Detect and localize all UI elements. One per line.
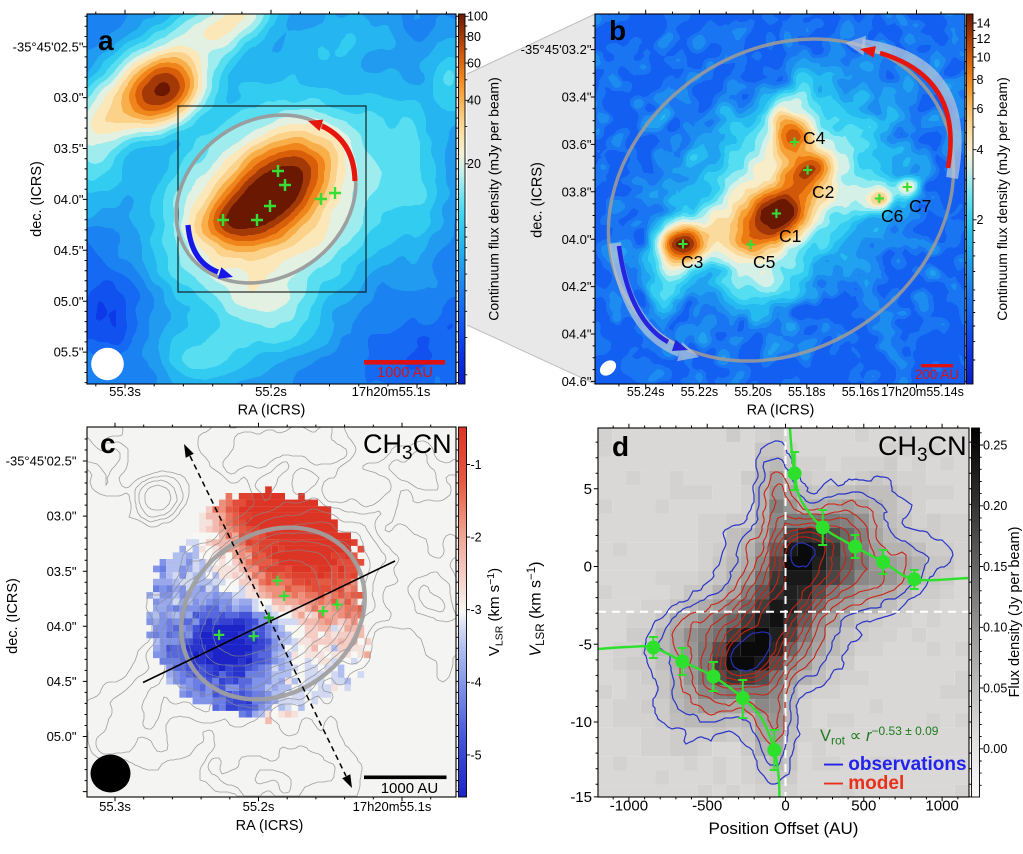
svg-text:dec. (ICRS): dec. (ICRS) (5, 578, 21, 654)
svg-text:0.10: 0.10 (983, 621, 1007, 635)
svg-text:05.0": 05.0" (54, 294, 84, 309)
svg-text:RA (ICRS): RA (ICRS) (747, 403, 815, 419)
svg-text:-2: -2 (471, 531, 482, 545)
svg-text:C1: C1 (779, 226, 801, 246)
svg-text:17h20m55.1s: 17h20m55.1s (353, 799, 432, 814)
svg-text:55.3s: 55.3s (99, 799, 131, 814)
svg-text:-4: -4 (471, 676, 482, 690)
svg-text:Position Offset (AU): Position Offset (AU) (709, 819, 859, 838)
svg-text:Continuum flux density (mJy pe: Continuum flux density (mJy per beam) (486, 77, 502, 321)
svg-text:0.20: 0.20 (983, 499, 1007, 513)
svg-text:1000 AU: 1000 AU (377, 365, 433, 381)
svg-text:-1: -1 (471, 458, 482, 472)
svg-text:12: 12 (977, 32, 991, 46)
svg-text:0.15: 0.15 (983, 560, 1007, 574)
svg-text:17h20m55.1s: 17h20m55.1s (352, 384, 431, 399)
svg-text:-35°45'02.5": -35°45'02.5" (13, 39, 84, 54)
svg-text:-500: -500 (692, 798, 722, 815)
svg-text:C6: C6 (881, 206, 903, 226)
svg-text:14: 14 (977, 16, 991, 30)
svg-text:17h20m55.14s: 17h20m55.14s (881, 385, 964, 399)
svg-text:4: 4 (977, 143, 984, 157)
svg-text:03.0": 03.0" (54, 90, 84, 105)
svg-text:05.5": 05.5" (54, 345, 84, 360)
svg-text:55.3s: 55.3s (109, 384, 141, 399)
svg-text:a: a (98, 25, 114, 56)
svg-text:— observations: — observations (824, 754, 967, 775)
svg-text:0: 0 (781, 798, 789, 815)
svg-text:-3: -3 (471, 603, 482, 617)
svg-text:c: c (100, 428, 116, 459)
svg-text:5: 5 (584, 481, 592, 498)
svg-text:55.24s: 55.24s (627, 385, 665, 399)
svg-text:04.4": 04.4" (562, 327, 592, 342)
svg-text:04.0": 04.0" (47, 619, 77, 634)
svg-text:0.05: 0.05 (983, 681, 1007, 695)
svg-text:04.6": 04.6" (562, 374, 592, 389)
svg-text:04.5": 04.5" (54, 243, 84, 258)
svg-text:Vrot ∝ r−0.53 ± 0.09: Vrot ∝ r−0.53 ± 0.09 (820, 724, 939, 748)
svg-text:04.0": 04.0" (562, 232, 592, 247)
svg-text:55.20s: 55.20s (734, 385, 772, 399)
svg-text:55.2s: 55.2s (255, 384, 287, 399)
svg-text:-5: -5 (471, 748, 482, 762)
svg-text:04.2": 04.2" (562, 279, 592, 294)
svg-text:dec. (ICRS): dec. (ICRS) (29, 161, 45, 237)
svg-text:0.00: 0.00 (983, 742, 1007, 756)
svg-text:-35°45'02.5": -35°45'02.5" (6, 454, 77, 469)
svg-text:20: 20 (467, 157, 481, 171)
svg-text:8: 8 (977, 73, 984, 87)
svg-text:C2: C2 (812, 182, 834, 202)
svg-text:RA (ICRS): RA (ICRS) (238, 403, 306, 419)
svg-text:VLSR (km s−1): VLSR (km s−1) (526, 561, 547, 656)
svg-text:C5: C5 (753, 252, 775, 272)
svg-text:05.0": 05.0" (47, 729, 77, 744)
svg-text:03.5": 03.5" (54, 141, 84, 156)
svg-text:55.18s: 55.18s (788, 385, 826, 399)
svg-text:1000 AU: 1000 AU (381, 780, 439, 797)
svg-text:-15: -15 (570, 789, 592, 806)
svg-text:— model: — model (824, 773, 904, 794)
svg-text:10: 10 (977, 50, 991, 64)
svg-text:03.6": 03.6" (562, 137, 592, 152)
svg-text:-35°45'03.2": -35°45'03.2" (521, 42, 592, 57)
svg-text:Flux density (Jy per beam): Flux density (Jy per beam) (1007, 527, 1023, 698)
svg-text:04.0": 04.0" (54, 192, 84, 207)
svg-text:RA (ICRS): RA (ICRS) (236, 818, 304, 834)
svg-text:03.5": 03.5" (47, 564, 77, 579)
svg-text:-1000: -1000 (610, 798, 648, 815)
svg-text:6: 6 (977, 102, 984, 116)
svg-text:VLSR (km s−1): VLSR (km s−1) (485, 568, 506, 656)
svg-text:60: 60 (467, 57, 481, 71)
svg-text:100: 100 (467, 10, 488, 24)
svg-text:40: 40 (467, 94, 481, 108)
svg-text:03.0": 03.0" (47, 509, 77, 524)
svg-text:80: 80 (467, 30, 481, 44)
svg-text:55.16s: 55.16s (842, 385, 880, 399)
svg-text:C3: C3 (681, 252, 703, 272)
svg-text:03.8": 03.8" (562, 184, 592, 199)
svg-text:dec. (ICRS): dec. (ICRS) (530, 162, 546, 238)
svg-text:500: 500 (851, 798, 876, 815)
svg-text:C4: C4 (803, 128, 826, 148)
svg-text:Continuum flux density (mJy pe: Continuum flux density (mJy per beam) (994, 77, 1010, 321)
svg-text:0: 0 (584, 559, 592, 576)
svg-text:C7: C7 (909, 196, 931, 216)
svg-text:CH3CN: CH3CN (363, 429, 452, 464)
svg-text:2: 2 (977, 213, 984, 227)
svg-text:55.22s: 55.22s (681, 385, 719, 399)
svg-text:-5: -5 (579, 637, 592, 654)
svg-text:04.5": 04.5" (47, 674, 77, 689)
svg-text:b: b (609, 15, 626, 46)
svg-text:1000: 1000 (925, 798, 958, 815)
svg-text:03.4": 03.4" (562, 90, 592, 105)
svg-text:200 AU: 200 AU (915, 367, 959, 382)
svg-text:d: d (612, 431, 629, 462)
svg-text:55.2s: 55.2s (243, 799, 275, 814)
svg-text:-10: -10 (570, 714, 592, 731)
svg-text:0.25: 0.25 (983, 438, 1007, 452)
